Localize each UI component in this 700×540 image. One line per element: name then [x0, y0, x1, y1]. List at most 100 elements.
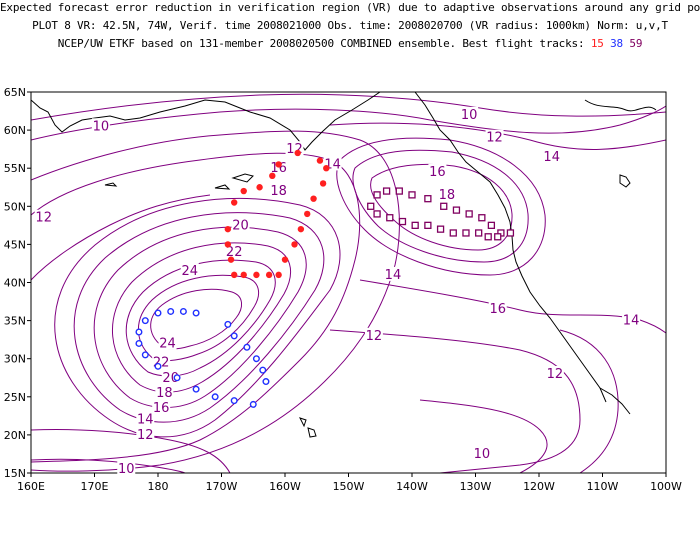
- track-59-point: [373, 210, 381, 218]
- contour-label-bg: [364, 327, 383, 342]
- title-line-3: NCEP/UW ETKF based on 131-member 2008020…: [0, 37, 700, 51]
- track-38-point: [135, 328, 143, 336]
- track-59-point: [452, 206, 461, 214]
- track-59-point: [382, 187, 391, 195]
- track-59-point: [367, 202, 375, 210]
- lat-label: 30N: [4, 353, 26, 366]
- track-38-point: [243, 343, 251, 351]
- track-38-point: [135, 339, 143, 347]
- track-15-point: [240, 271, 247, 279]
- track-15-point: [231, 271, 238, 279]
- latitude-axis: 65N 60N 55N 50N 45N 40N 35N 30N 25N 20N 15N: [4, 86, 31, 480]
- track-59-point: [465, 210, 473, 218]
- contour-label-bg: [488, 301, 507, 316]
- lat-label: 25N: [4, 391, 26, 404]
- track-15-point: [253, 271, 260, 279]
- title-line-1: Expected forecast error reduction in ver…: [0, 1, 700, 14]
- lon-label: 150W: [333, 480, 365, 493]
- lon-label: 140W: [396, 480, 428, 493]
- contour-label: 10: [93, 119, 110, 134]
- contour-label: 12: [547, 367, 564, 382]
- contour-label: 12: [137, 428, 154, 443]
- track-15-point: [281, 256, 289, 263]
- track-15-point: [269, 172, 276, 180]
- contour-label: 12: [486, 131, 503, 146]
- contour-label: 16: [489, 302, 506, 317]
- contour-label: 10: [461, 108, 478, 123]
- contour-label: 22: [226, 245, 243, 260]
- track-59-point: [506, 229, 515, 237]
- contour-label: 12: [35, 211, 52, 226]
- track-59-point: [373, 191, 381, 199]
- contour-label-bg: [225, 244, 244, 259]
- track-15-point: [227, 256, 235, 263]
- contour-label-bg: [180, 263, 199, 278]
- lon-label: 110W: [587, 480, 619, 493]
- contour-label-bg: [460, 106, 479, 121]
- contour-label: 20: [162, 371, 179, 386]
- track-15-point: [275, 161, 282, 168]
- track-59-point: [411, 221, 419, 230]
- lat-label: 45N: [4, 238, 26, 251]
- lon-label: 180: [148, 480, 169, 493]
- flight-tracks: [135, 149, 515, 408]
- contour-label-bg: [485, 129, 504, 144]
- track-59-point: [449, 229, 457, 237]
- track-15-point: [240, 187, 247, 195]
- track-15-point: [310, 195, 317, 202]
- contour-label: 18: [439, 188, 456, 203]
- longitude-axis: 160E 170E 180 170W 160W 150W 140W 130W 120W 110W 1…: [17, 473, 682, 493]
- track-15-point: [256, 184, 263, 191]
- track-59-point: [408, 191, 416, 199]
- track-15-point: [304, 210, 311, 218]
- lon-label: 170E: [81, 480, 109, 493]
- contour-label: 10: [118, 462, 135, 477]
- track-38-point: [154, 362, 162, 370]
- contour-label-bg: [472, 445, 491, 460]
- contour-label: 18: [270, 184, 287, 199]
- track-38-point: [249, 400, 257, 408]
- contour-lines: [31, 93, 666, 473]
- contour-label-bg: [155, 384, 174, 399]
- track-59-point: [424, 221, 432, 230]
- title-line-2: PLOT 8 VR: 42.5N, 74W, Verif. time 20080…: [32, 19, 668, 32]
- track-15-point: [231, 199, 238, 206]
- track-38-point: [173, 374, 181, 382]
- track-59-point: [395, 187, 403, 195]
- track-59-point: [398, 217, 407, 226]
- contour-label-bg: [152, 400, 171, 415]
- track-15-point: [297, 225, 305, 233]
- lat-label: 20N: [4, 429, 26, 442]
- track-59-point: [487, 221, 496, 230]
- lon-label: 130W: [460, 480, 492, 493]
- track-15-point: [265, 271, 273, 279]
- lon-label: 160E: [17, 480, 45, 493]
- track-15-point: [316, 157, 324, 164]
- contour-label-bg: [158, 335, 177, 350]
- contour-label-bg: [437, 186, 456, 201]
- track-15-point: [323, 165, 330, 172]
- contour-label: 20: [232, 218, 249, 233]
- contour-label-bg: [269, 183, 288, 198]
- track-59-point: [462, 229, 470, 237]
- track-15-point: [224, 241, 232, 248]
- lat-label: 40N: [4, 277, 26, 290]
- contour-label-bg: [136, 426, 155, 441]
- track-38-point: [262, 378, 270, 386]
- lon-label: 120W: [523, 480, 555, 493]
- lon-label: 170W: [206, 480, 238, 493]
- lat-label: 65N: [4, 86, 26, 99]
- contour-label: 24: [181, 264, 198, 279]
- lat-label: 55N: [4, 162, 26, 175]
- contour-label: 14: [385, 268, 402, 283]
- contour-label-bg: [383, 266, 402, 281]
- track-59-point: [494, 233, 502, 241]
- contour-label: 16: [270, 161, 287, 176]
- track-59-point: [386, 214, 394, 222]
- lat-label: 15N: [4, 467, 26, 480]
- lat-label: 60N: [4, 124, 26, 137]
- contour-label: 12: [286, 142, 303, 157]
- track-15-point: [319, 180, 327, 187]
